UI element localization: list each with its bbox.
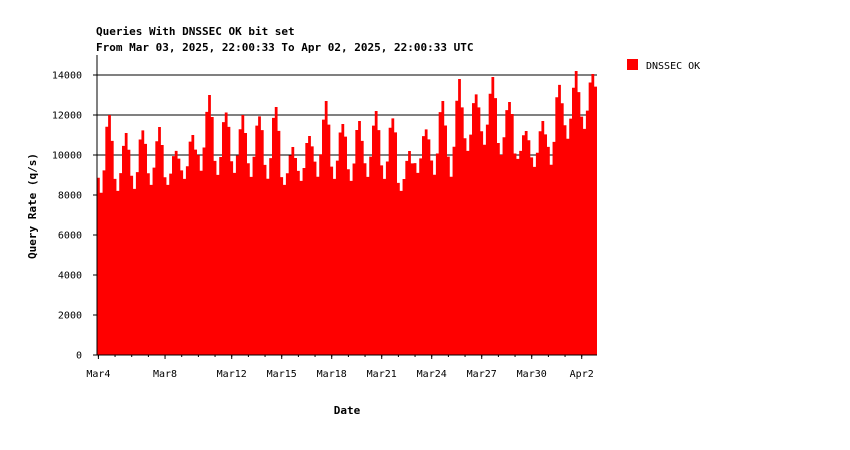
- x-tick-label: Mar21: [367, 369, 397, 380]
- y-tick-label: 4000: [58, 271, 82, 282]
- legend-label: DNSSEC OK: [646, 61, 700, 72]
- y-axis-ticks: 0 2000 4000 6000 8000 10000 12000 14000: [52, 71, 97, 362]
- y-tick-label: 12000: [52, 111, 82, 122]
- x-tick-label: Mar12: [217, 369, 247, 380]
- x-axis-label: Date: [334, 404, 361, 417]
- x-tick-label: Mar4: [86, 369, 110, 380]
- legend: DNSSEC OK: [627, 59, 700, 72]
- x-tick-label: Mar27: [467, 369, 497, 380]
- chart-title: Queries With DNSSEC OK bit set: [96, 25, 295, 38]
- y-tick-label: 2000: [58, 311, 82, 322]
- x-tick-label: Mar15: [267, 369, 297, 380]
- legend-swatch: [627, 59, 638, 70]
- y-tick-label: 8000: [58, 191, 82, 202]
- x-axis-ticks: Mar4 Mar8 Mar12 Mar15 Mar18 Mar21 Mar24 Mar27 Ma…: [86, 355, 594, 380]
- x-tick-label: Apr2: [570, 369, 594, 380]
- x-tick-label: Mar30: [517, 369, 547, 380]
- y-tick-label: 10000: [52, 151, 82, 162]
- y-tick-label: 14000: [52, 71, 82, 82]
- x-tick-label: Mar24: [417, 369, 447, 380]
- chart-subtitle: From Mar 03, 2025, 22:00:33 To Apr 02, 2…: [96, 41, 474, 54]
- x-tick-label: Mar8: [153, 369, 177, 380]
- series-area-layer: [97, 71, 597, 355]
- series-area-dnssec-ok: [97, 71, 597, 355]
- y-tick-label: 0: [76, 351, 82, 362]
- y-tick-label: 6000: [58, 231, 82, 242]
- x-tick-label: Mar18: [317, 369, 347, 380]
- y-axis-label: Query Rate (q/s): [26, 153, 39, 259]
